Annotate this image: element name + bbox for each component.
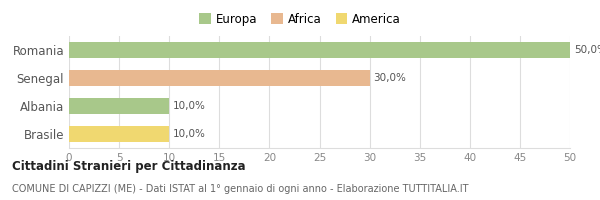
Bar bbox=[69, 126, 169, 142]
Text: 50,0%: 50,0% bbox=[574, 45, 600, 55]
Text: Cittadini Stranieri per Cittadinanza: Cittadini Stranieri per Cittadinanza bbox=[12, 160, 245, 173]
Text: 10,0%: 10,0% bbox=[173, 129, 206, 139]
Text: 10,0%: 10,0% bbox=[173, 101, 206, 111]
Bar bbox=[69, 42, 570, 58]
Text: 30,0%: 30,0% bbox=[374, 73, 406, 83]
Bar bbox=[69, 70, 370, 86]
Bar bbox=[69, 98, 169, 114]
Text: COMUNE DI CAPIZZI (ME) - Dati ISTAT al 1° gennaio di ogni anno - Elaborazione TU: COMUNE DI CAPIZZI (ME) - Dati ISTAT al 1… bbox=[12, 184, 469, 194]
Legend: Europa, Africa, America: Europa, Africa, America bbox=[194, 8, 406, 30]
